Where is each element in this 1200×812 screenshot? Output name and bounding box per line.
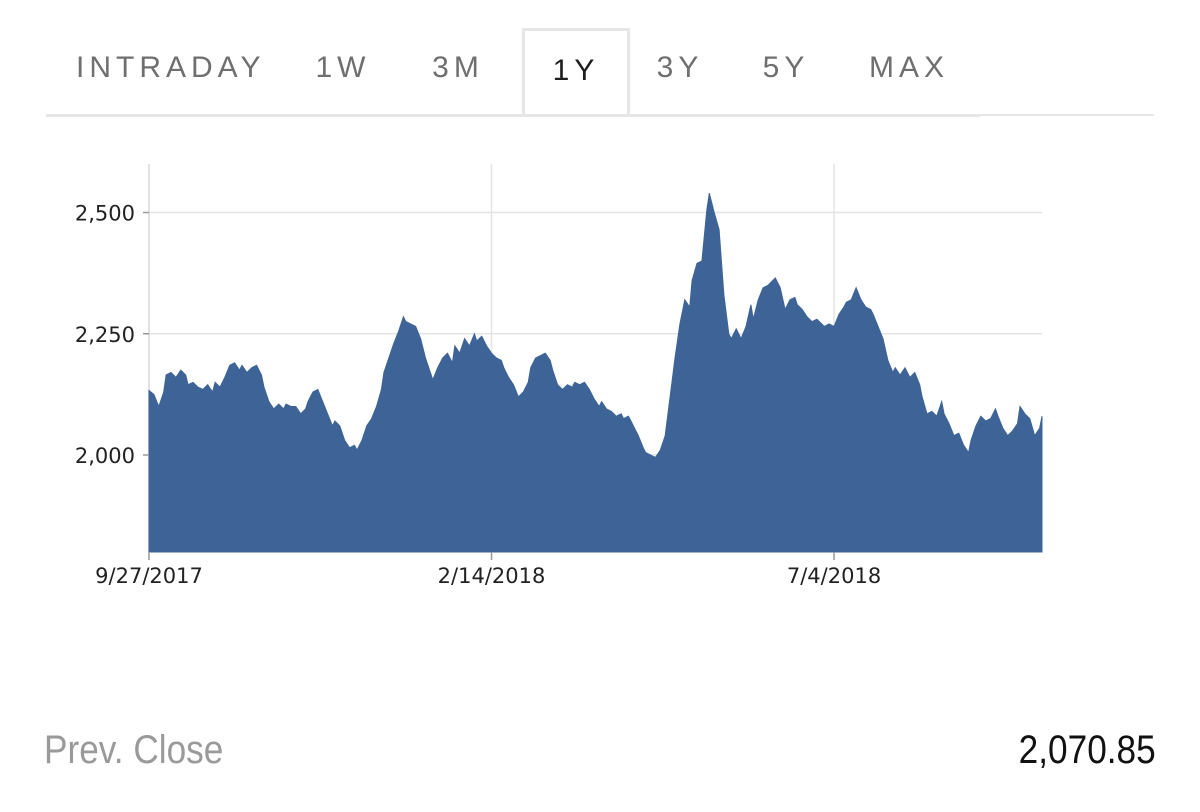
y-tick-label: 2,250 (75, 323, 135, 347)
price-area-series (148, 192, 1043, 553)
tab-max[interactable]: MAX (868, 51, 949, 84)
tab-intraday[interactable]: INTRADAY (76, 51, 266, 84)
prev-close-value: 2,070.85 (1018, 728, 1156, 772)
y-tick-label: 2,500 (75, 202, 135, 226)
tab-1y[interactable]: 1Y (522, 28, 630, 117)
x-tick-label: 2/14/2018 (438, 564, 546, 588)
price-chart: 2,000 2,250 2,500 9/27/2017 2/14/2018 7/4/201… (75, 164, 1043, 589)
tab-3y[interactable]: 3Y (656, 51, 704, 84)
chart-area-layer (148, 192, 1043, 553)
tab-3m[interactable]: 3M (432, 51, 484, 84)
y-tick-label: 2,000 (75, 444, 135, 468)
tab-1w[interactable]: 1W (315, 51, 371, 84)
prev-close-label: Prev. Close (44, 728, 224, 772)
tabs-underline-right (980, 114, 1154, 116)
chart-axis-labels: 2,000 2,250 2,500 9/27/2017 2/14/2018 7/4/201… (75, 202, 881, 589)
prev-close-row: Prev. Close 2,070.85 (44, 728, 1156, 784)
tab-5y[interactable]: 5Y (762, 51, 810, 84)
x-tick-label: 9/27/2017 (95, 564, 203, 588)
tabs-underline (46, 114, 980, 117)
timeframe-tabs: INTRADAY 1W 3M 1Y 3Y 5Y MAX (46, 28, 1154, 118)
x-tick-label: 7/4/2018 (787, 564, 881, 588)
